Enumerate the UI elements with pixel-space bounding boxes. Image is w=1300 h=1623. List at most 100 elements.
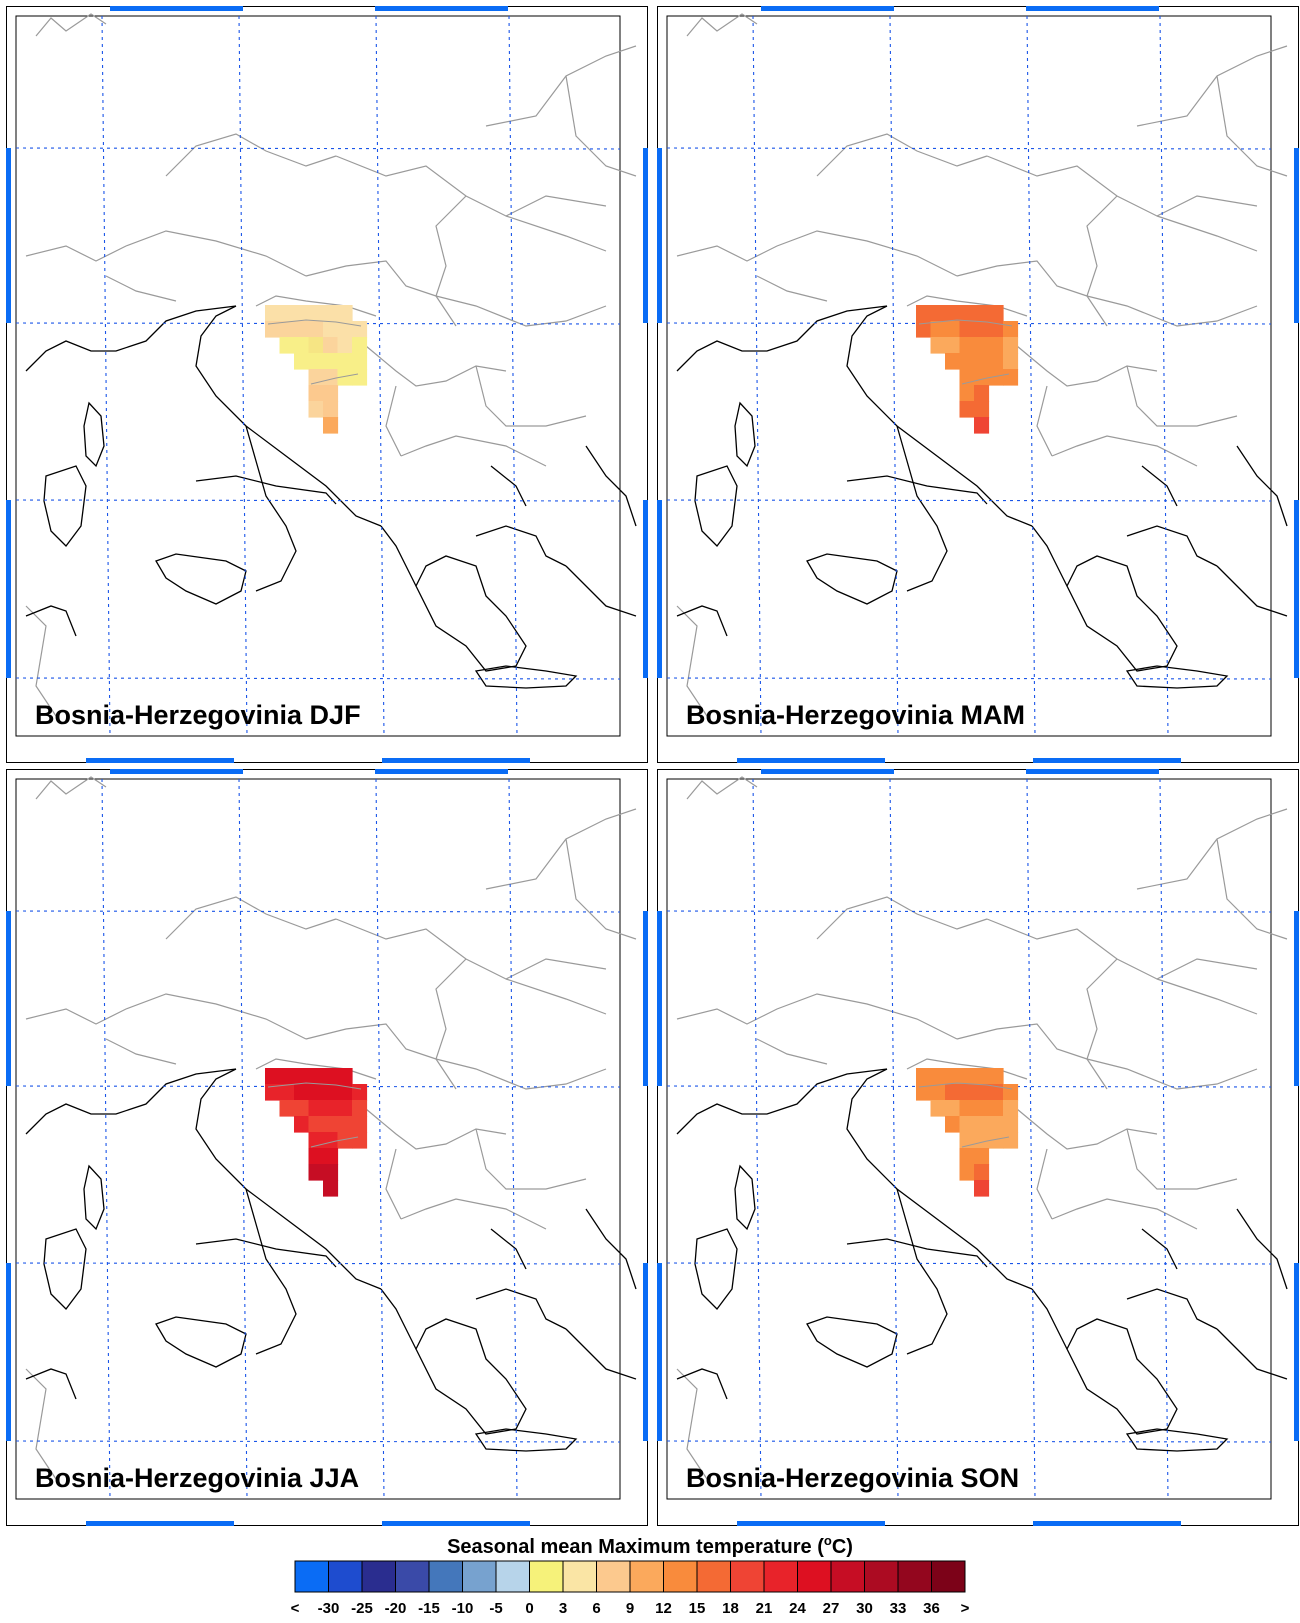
coastline <box>1066 1318 1178 1435</box>
temperature-cell <box>279 305 295 322</box>
temperature-cell <box>974 369 990 386</box>
colorbar-swatch <box>629 1560 664 1593</box>
country-border <box>906 1058 1028 1080</box>
country-border <box>435 295 607 327</box>
temperature-cell <box>930 1068 946 1085</box>
temperature-cell <box>337 1116 353 1133</box>
frame-tick <box>375 769 508 774</box>
colorbar-tick-label: 30 <box>856 1600 873 1617</box>
country-border <box>165 896 337 940</box>
colorbar-tick-label: 12 <box>655 1600 672 1617</box>
country-border <box>1016 345 1158 387</box>
country-border <box>505 215 607 252</box>
temperature-cell <box>265 1068 281 1085</box>
temperature-cell <box>974 337 990 354</box>
colorbar-swatch <box>294 1560 329 1593</box>
temperature-cell <box>279 337 295 354</box>
country-border <box>676 1368 708 1480</box>
frame-tick <box>375 6 508 11</box>
colorbar-swatch <box>328 1560 363 1593</box>
colorbar-swatches <box>294 1560 966 1593</box>
country-border <box>1156 978 1258 1015</box>
country-border <box>918 319 1013 327</box>
country-border <box>1156 215 1258 252</box>
coastline <box>490 465 527 507</box>
country-border <box>1036 385 1053 457</box>
graticule-meridian <box>101 15 111 737</box>
temperature-cell <box>959 1148 975 1165</box>
temperature-cell <box>337 1132 353 1149</box>
temperature-cell <box>337 305 353 322</box>
colorbar-title: Seasonal mean Maximum temperature (oC) <box>447 1533 853 1558</box>
coastline <box>195 1068 382 1290</box>
temperature-cell <box>337 321 353 338</box>
temperature-cell <box>323 385 339 402</box>
coastline <box>846 305 1033 527</box>
temperature-cell <box>916 305 932 322</box>
coastline <box>1126 525 1218 567</box>
coastline <box>1125 665 1229 689</box>
temperature-cell <box>294 305 310 322</box>
frame-tick <box>761 6 894 11</box>
colorbar-tick-label: 3 <box>559 1600 567 1617</box>
colorbar-swatch <box>797 1560 832 1593</box>
temperature-cell <box>930 337 946 354</box>
colorbar-title-text: Seasonal mean Maximum temperature ( <box>447 1536 824 1558</box>
temperature-cell <box>974 305 990 322</box>
temperature-cell <box>323 305 339 322</box>
coastline <box>846 1068 1033 1290</box>
country-border <box>1036 1148 1053 1220</box>
temperature-cell <box>265 1084 281 1101</box>
temperature-cell <box>294 321 310 338</box>
frame-tick <box>657 500 662 678</box>
temperature-cell <box>323 369 339 386</box>
coastline <box>565 565 637 617</box>
coastline <box>806 553 898 605</box>
temperature-cell <box>294 353 310 370</box>
country-border <box>435 195 467 327</box>
country-border <box>25 1368 57 1480</box>
temperature-cell <box>323 401 339 418</box>
temperature-cell <box>988 321 1004 338</box>
frame-tick <box>1033 758 1181 763</box>
colorbar-tick-label: 18 <box>722 1600 739 1617</box>
temperature-cells <box>916 1068 1019 1197</box>
coastline <box>490 1228 527 1270</box>
graticule-meridian <box>238 15 248 737</box>
frame-tick <box>86 758 234 763</box>
country-border <box>25 230 307 277</box>
country-border <box>1051 435 1198 467</box>
coastline <box>155 553 247 605</box>
temperature-cell <box>308 1084 324 1101</box>
frame-tick <box>1294 1263 1299 1441</box>
country-border <box>565 838 637 940</box>
colorbar-tick-label: -5 <box>489 1600 502 1617</box>
frame-tick <box>6 1263 11 1441</box>
temperature-cell <box>916 1068 932 1085</box>
temperature-cell <box>352 1100 368 1117</box>
colorbar-tick-label: 36 <box>923 1600 940 1617</box>
country-border <box>961 373 1010 385</box>
temperature-cell <box>352 1116 368 1133</box>
graticule-parallel <box>666 147 1272 150</box>
map-panel-son: Bosnia-Herzegovinia SON <box>657 769 1299 1526</box>
colorbar-tick-label: -25 <box>351 1600 373 1617</box>
temperature-cell <box>988 1116 1004 1133</box>
coastline <box>474 1428 578 1452</box>
temperature-cell <box>1003 1132 1019 1149</box>
colorbar-tick-label: 33 <box>890 1600 907 1617</box>
temperature-cell <box>352 337 368 354</box>
map-svg: Bosnia-Herzegovinia JJA <box>6 769 648 1526</box>
temperature-cell <box>916 321 932 338</box>
temperature-cell <box>308 305 324 322</box>
temperature-cell <box>294 337 310 354</box>
frame-tick <box>110 6 243 11</box>
country-border <box>816 133 988 177</box>
temperature-cell <box>974 1100 990 1117</box>
coastline <box>1236 1208 1288 1290</box>
graticule-meridian <box>375 778 385 1500</box>
graticule-meridian <box>508 15 518 737</box>
frame-tick <box>761 769 894 774</box>
temperature-cell <box>308 1100 324 1117</box>
temperature-cell <box>352 369 368 386</box>
